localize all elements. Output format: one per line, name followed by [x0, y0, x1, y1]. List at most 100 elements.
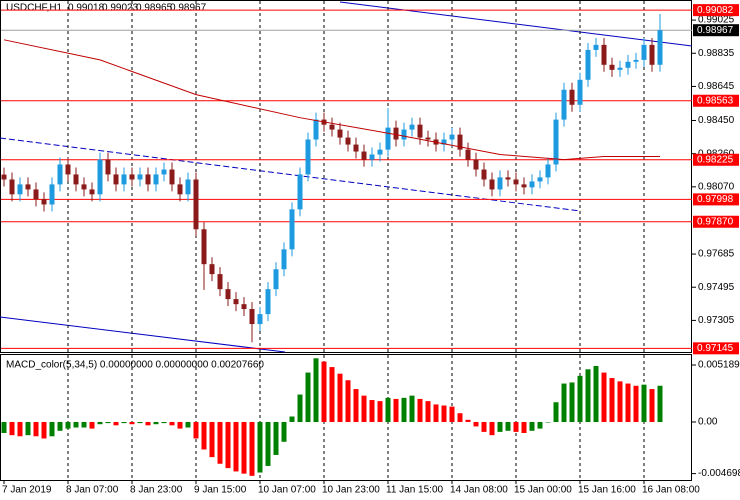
macd-bar [409, 395, 415, 423]
macd-bar [161, 422, 167, 424]
y-tick-label: 0.98450 [698, 115, 735, 126]
y-tick-label: 0.0051895 [698, 360, 740, 371]
moving-average [3, 39, 660, 161]
macd-bar [201, 422, 207, 450]
candle-body [497, 177, 503, 190]
candle-body [57, 164, 63, 185]
candle-body [593, 44, 599, 50]
level-label: 0.99082 [697, 5, 734, 16]
macd-bar [137, 422, 143, 424]
candle-body [105, 159, 111, 175]
candle-body [137, 174, 143, 180]
candle-body [529, 181, 535, 188]
macd-bar [345, 380, 351, 423]
candle-body [625, 61, 631, 68]
candle-body [577, 79, 583, 105]
macd-bar [473, 422, 479, 427]
macd-bar [505, 422, 511, 431]
candle-body [65, 164, 71, 175]
trendline [339, 1, 693, 47]
x-tick-label: 10 Jan 23:00 [322, 485, 380, 496]
price-label: 0.98967 [697, 25, 734, 36]
macd-bar [497, 422, 503, 432]
macd-bar [601, 372, 607, 423]
y-tick-label: 0.99025 [698, 15, 735, 26]
candle-body [73, 174, 79, 185]
y-tick-label: 0.97685 [698, 249, 735, 260]
candle-body [521, 184, 527, 188]
macd-bar [585, 369, 591, 423]
candle-body [409, 124, 415, 130]
macd-bar [297, 394, 303, 423]
candle-body [209, 264, 215, 275]
macd-bar [489, 422, 495, 436]
candle-body [121, 174, 127, 185]
macd-bar [289, 416, 295, 423]
candle-body [609, 64, 615, 70]
candle-body [225, 289, 231, 300]
header-high: 0.99023 [102, 3, 139, 14]
candle-body [257, 314, 263, 325]
candle-body [393, 127, 399, 140]
header-open: 0.99018 [68, 3, 105, 14]
macd-bar [217, 422, 223, 464]
level-label: 0.98225 [697, 154, 734, 165]
macd-bar [209, 422, 215, 458]
macd-bar [249, 422, 255, 476]
candle-body [641, 44, 647, 60]
candle-body [89, 189, 95, 195]
macd-bar [89, 422, 95, 429]
macd-bar [329, 367, 335, 423]
macd-bar [385, 397, 391, 423]
x-tick-label: 15 Jan 16:00 [578, 485, 636, 496]
candle-body [265, 289, 271, 315]
level-label: 0.98563 [697, 95, 734, 106]
candle-body [233, 299, 239, 305]
candle-body [25, 184, 31, 190]
macd-bar [9, 422, 15, 436]
macd-bar [569, 382, 575, 423]
candle-body [177, 184, 183, 195]
macd-bar [65, 422, 71, 429]
x-tick-label: 14 Jan 08:00 [450, 485, 508, 496]
macd-bar [553, 402, 559, 423]
candle-body [473, 159, 479, 170]
level-label-box [693, 4, 739, 17]
y-tick-label: 0.98645 [698, 81, 735, 92]
macd-bar [433, 404, 439, 423]
candle-body [305, 139, 311, 175]
level-label: 0.97870 [697, 216, 734, 227]
macd-bar [265, 422, 271, 466]
macd-bar [321, 361, 327, 423]
macd-bar [305, 372, 311, 423]
y-tick-label: -0.004698 [698, 468, 740, 479]
candle-body [657, 30, 663, 65]
x-tick-label: 7 Jan 2019 [2, 485, 52, 496]
macd-bar [417, 398, 423, 423]
candle-body [353, 144, 359, 152]
level-label-box [693, 215, 739, 228]
level-label-box [693, 153, 739, 166]
candle-body [281, 249, 287, 270]
candle-body [361, 151, 367, 160]
macd-bar [457, 413, 463, 423]
header-close: 0.98967 [170, 3, 207, 14]
macd-bar [657, 385, 663, 423]
x-tick-label: 9 Jan 15:00 [194, 485, 247, 496]
macd-bar [113, 422, 119, 426]
candle-body [9, 179, 15, 195]
macd-bar [641, 384, 647, 423]
macd-bar [1, 422, 7, 433]
y-tick-label: 0.98835 [698, 48, 735, 59]
candle-body [161, 169, 167, 175]
candle-body [617, 67, 623, 70]
candle-body [553, 119, 559, 165]
macd-bar [25, 422, 31, 436]
macd-bar [353, 389, 359, 423]
x-tick-label: 10 Jan 07:00 [258, 485, 316, 496]
candle-body [633, 59, 639, 62]
macd-bar [425, 401, 431, 423]
macd-bar [513, 422, 519, 432]
macd-bar [129, 422, 135, 425]
